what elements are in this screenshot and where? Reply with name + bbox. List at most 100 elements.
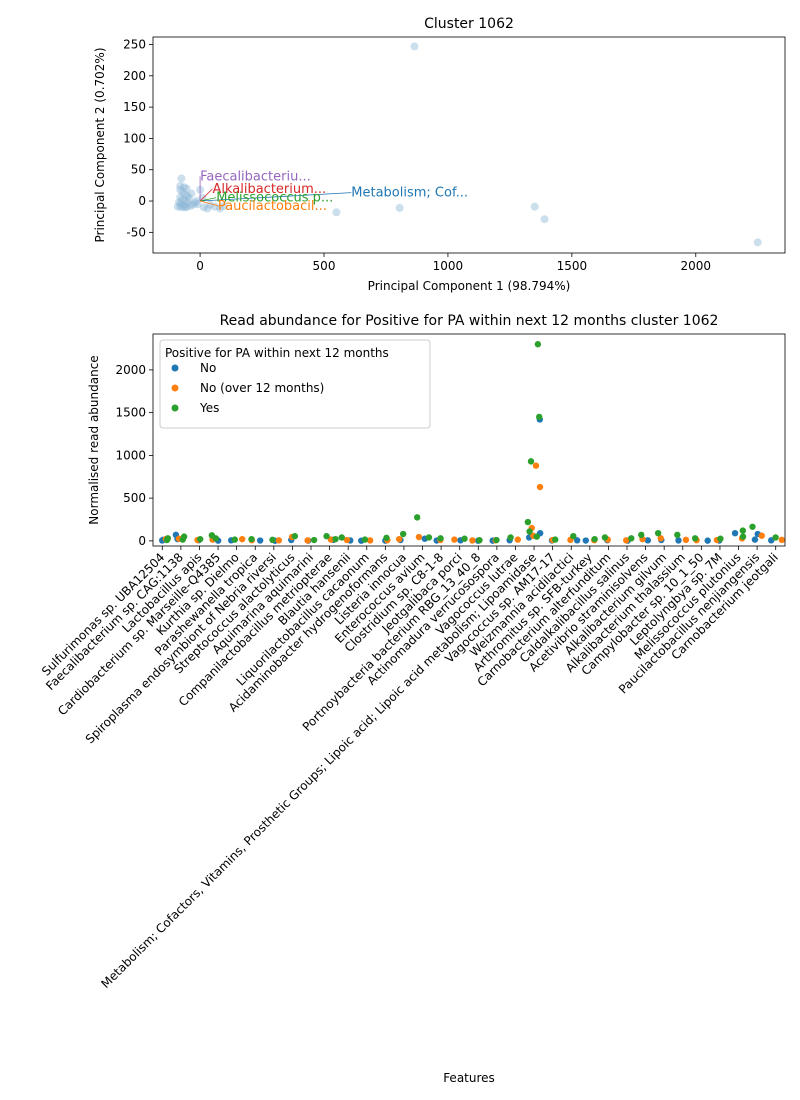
strip-plot-frame bbox=[152, 333, 786, 547]
annotation-label: Faecalibacteriu... bbox=[200, 169, 311, 184]
pca-point bbox=[180, 197, 189, 206]
strip-point bbox=[682, 536, 690, 544]
strip-chart: Read abundance for Positive for PA withi… bbox=[39, 313, 786, 1085]
strip-point bbox=[415, 533, 423, 541]
y-tick-label: 200 bbox=[123, 69, 146, 83]
pca-point bbox=[540, 215, 549, 224]
pca-point bbox=[187, 189, 196, 198]
pca-point bbox=[199, 203, 208, 212]
strip-point bbox=[275, 537, 283, 544]
strip-point bbox=[493, 536, 500, 544]
y-tick-label: 500 bbox=[123, 491, 146, 505]
x-tick-label: 0 bbox=[196, 259, 204, 273]
pca-point bbox=[191, 198, 200, 207]
strip-point bbox=[552, 536, 559, 543]
strip-point bbox=[461, 535, 468, 542]
strip-point bbox=[526, 528, 533, 535]
pca-x-axis: 0 500 1000 1500 2000 bbox=[196, 253, 711, 273]
strip-point bbox=[751, 536, 759, 543]
strip-point bbox=[399, 530, 407, 538]
pca-point bbox=[753, 238, 762, 247]
y-tick-label: 100 bbox=[123, 131, 146, 145]
strip-point bbox=[704, 537, 711, 544]
strip-point bbox=[654, 529, 662, 537]
annotation-line bbox=[199, 188, 213, 202]
legend-label: No bbox=[200, 361, 216, 375]
strip-point bbox=[327, 536, 335, 543]
strip-point bbox=[196, 535, 204, 543]
strip-point bbox=[657, 535, 664, 542]
annotation-label: Metabolism; Cof... bbox=[351, 186, 468, 201]
pca-point bbox=[176, 193, 185, 202]
strip-point bbox=[396, 535, 403, 543]
strip-point bbox=[248, 535, 255, 543]
pca-y-label: Principal Component 2 (0.702%) bbox=[93, 48, 107, 243]
strip-point bbox=[323, 532, 330, 540]
pca-point bbox=[219, 202, 228, 211]
pca-y-axis: -50 0 50 100 150 200 250 bbox=[123, 38, 153, 239]
pca-point bbox=[176, 182, 185, 191]
legend-marker bbox=[171, 404, 179, 412]
pca-chart: Cluster 1062 Faecalibacteriu...Alkalibac… bbox=[93, 16, 786, 293]
pca-point bbox=[178, 203, 187, 212]
x-tick-label: 1500 bbox=[557, 259, 588, 273]
strip-point bbox=[231, 536, 238, 543]
strip-point bbox=[533, 533, 540, 540]
strip-point bbox=[304, 537, 311, 544]
pca-annotations: Faecalibacteriu...Alkalibacterium... Meta… bbox=[199, 169, 468, 214]
pca-point bbox=[410, 42, 419, 51]
pca-point bbox=[176, 202, 185, 211]
pca-point bbox=[395, 203, 404, 212]
annotation-label: Paucilactobacil... bbox=[218, 199, 327, 214]
y-tick-label: 2000 bbox=[115, 363, 146, 377]
x-tick-label: 1000 bbox=[433, 259, 464, 273]
strip-point bbox=[413, 514, 421, 521]
pca-point bbox=[177, 174, 186, 183]
legend-label: Yes bbox=[199, 401, 219, 415]
strip-point bbox=[524, 518, 532, 526]
strip-point bbox=[238, 535, 246, 543]
pca-point bbox=[203, 204, 212, 213]
pca-point bbox=[184, 194, 193, 203]
pca-point bbox=[332, 208, 341, 217]
strip-point bbox=[674, 531, 681, 539]
strip-point bbox=[691, 535, 699, 542]
y-tick-label: 250 bbox=[123, 38, 146, 52]
pca-point bbox=[193, 200, 202, 209]
y-tick-label: 0 bbox=[138, 194, 146, 208]
strip-point bbox=[749, 523, 756, 530]
pca-plot-frame bbox=[152, 36, 786, 254]
strip-point bbox=[536, 483, 544, 491]
strip-point bbox=[758, 532, 765, 539]
strip-point bbox=[451, 536, 458, 543]
strip-point bbox=[338, 534, 345, 541]
pca-point bbox=[192, 197, 201, 206]
strip-point bbox=[601, 534, 609, 541]
pca-point bbox=[179, 183, 188, 192]
pca-point bbox=[188, 200, 197, 209]
strip-point bbox=[638, 531, 645, 539]
pca-point bbox=[176, 199, 185, 208]
annotation-line bbox=[199, 200, 219, 207]
strip-point bbox=[534, 341, 542, 348]
strip-y-axis: 0 500 1000 1500 2000 bbox=[115, 363, 153, 548]
y-tick-label: -50 bbox=[126, 225, 146, 239]
annotation-label: Alkalibacterium... bbox=[212, 182, 326, 197]
pca-point bbox=[182, 184, 191, 193]
annotation-line bbox=[200, 192, 352, 202]
legend-marker bbox=[171, 364, 179, 372]
legend-entries: No No (over 12 months) Yes bbox=[171, 361, 324, 415]
y-tick-label: 50 bbox=[131, 163, 146, 177]
legend-marker bbox=[171, 384, 179, 392]
strip-x-label: Features bbox=[443, 1071, 495, 1085]
y-tick-label: 0 bbox=[138, 534, 146, 548]
strip-point bbox=[778, 536, 786, 544]
pca-points bbox=[173, 42, 762, 247]
strip-point bbox=[591, 535, 598, 543]
strip-point bbox=[291, 532, 299, 540]
pca-point bbox=[186, 202, 195, 211]
annotation-line bbox=[200, 197, 217, 202]
annotation-label: Melissococcus p... bbox=[216, 191, 333, 206]
strip-point bbox=[536, 413, 543, 421]
pca-point bbox=[176, 185, 185, 194]
